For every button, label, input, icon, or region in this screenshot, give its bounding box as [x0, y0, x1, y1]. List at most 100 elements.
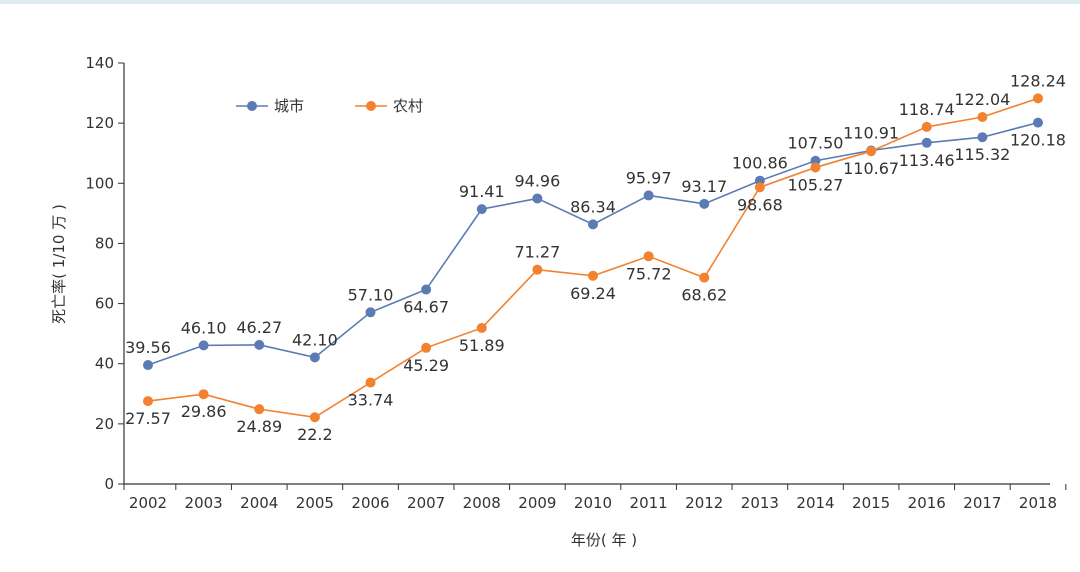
series-1-point	[699, 272, 710, 283]
legend-label-1: 农村	[393, 97, 423, 115]
x-tick-label: 2011	[630, 494, 668, 512]
series-1-point	[421, 342, 432, 353]
x-ticks: 2002 2003 2004 2005 2006 2007 2008 2009 2010 2011…	[123, 484, 1067, 512]
x-tick-label: 2016	[908, 494, 946, 512]
series-0-point	[921, 137, 932, 148]
data-label: 113.46	[899, 151, 955, 170]
y-tick-label: 60	[95, 295, 114, 313]
series-0-point	[476, 204, 487, 215]
data-label: 57.10	[348, 285, 394, 304]
data-label: 24.89	[236, 417, 282, 436]
data-label: 100.86	[732, 154, 788, 173]
data-label: 95.97	[626, 168, 672, 187]
data-labels: 39.56 46.10 46.27 42.10 57.10 64.67 91.41 94.96…	[125, 71, 1066, 444]
legend-marker-1	[366, 101, 376, 111]
series-0-point	[588, 219, 598, 230]
x-tick-label: 2013	[741, 494, 779, 512]
y-ticks: 0 20 40 60 80 100 120 140	[85, 54, 124, 493]
series-0-point	[309, 352, 320, 363]
data-label: 128.24	[1010, 71, 1066, 90]
data-label: 33.74	[348, 391, 394, 410]
x-tick-label: 2008	[463, 494, 501, 512]
y-axis-title: 死亡率( 1/10 万 )	[50, 204, 68, 324]
data-label: 42.10	[292, 330, 338, 349]
series-0-point	[532, 193, 543, 204]
data-label: 39.56	[125, 338, 171, 357]
y-tick-label: 80	[95, 234, 114, 252]
data-label: 22.2	[297, 425, 333, 444]
data-label: 51.89	[459, 336, 505, 355]
x-tick-label: 2018	[1019, 494, 1057, 512]
data-label: 27.57	[125, 409, 171, 428]
data-label: 105.27	[788, 175, 844, 194]
series-0-point	[198, 340, 209, 351]
data-label: 107.50	[788, 134, 844, 153]
x-axis-title: 年份( 年 )	[571, 531, 637, 549]
series-1-point	[198, 389, 209, 400]
data-label: 64.67	[403, 298, 449, 317]
series-1-point	[532, 264, 543, 275]
series-1-point	[866, 146, 877, 157]
x-tick-label: 2003	[185, 494, 223, 512]
series-0-point	[977, 132, 988, 143]
series-1-point	[143, 396, 153, 407]
series-1-point	[754, 182, 765, 193]
series-0-point	[254, 339, 265, 350]
data-label: 110.91	[843, 123, 899, 142]
x-tick-label: 2017	[963, 494, 1001, 512]
y-tick-label: 20	[95, 415, 114, 433]
x-tick-label: 2006	[351, 494, 389, 512]
data-label: 46.27	[236, 318, 282, 337]
series-1-point	[643, 251, 654, 262]
y-tick-label: 0	[104, 475, 114, 493]
data-label: 69.24	[570, 284, 616, 303]
series-1-point	[309, 412, 320, 423]
legend-marker-0	[247, 101, 257, 111]
y-tick-label: 40	[95, 355, 114, 373]
data-label: 91.41	[459, 182, 505, 201]
data-label: 115.32	[954, 145, 1010, 164]
series-0-point	[365, 307, 376, 318]
data-label: 118.74	[899, 100, 955, 119]
series-1-point	[365, 377, 376, 388]
x-tick-label: 2012	[685, 494, 723, 512]
series	[143, 93, 1043, 423]
top-border	[0, 0, 1080, 4]
data-label: 68.62	[681, 286, 727, 305]
data-label: 29.86	[181, 402, 227, 421]
series-1-point	[921, 121, 932, 132]
x-tick-label: 2014	[796, 494, 834, 512]
series-1-point	[588, 270, 598, 281]
data-label: 45.29	[403, 356, 449, 375]
x-tick-label: 2010	[574, 494, 612, 512]
data-label: 98.68	[737, 195, 783, 214]
x-tick-label: 2015	[852, 494, 890, 512]
series-1-point	[810, 162, 821, 173]
series-0-point	[143, 360, 153, 371]
y-tick-label: 100	[85, 174, 114, 192]
y-tick-label: 120	[85, 114, 114, 132]
data-label: 86.34	[570, 197, 616, 216]
data-label: 120.18	[1010, 131, 1066, 150]
legend-label-0: 城市	[274, 97, 304, 115]
x-tick-label: 2009	[518, 494, 556, 512]
data-label: 71.27	[514, 243, 560, 262]
series-1-point	[977, 112, 988, 123]
x-tick-label: 2004	[240, 494, 278, 512]
data-label: 93.17	[681, 177, 727, 196]
series-0-point	[643, 190, 654, 201]
data-label: 75.72	[626, 264, 672, 283]
data-label: 46.10	[181, 318, 227, 337]
data-label: 110.67	[843, 159, 899, 178]
series-1-point	[254, 404, 265, 415]
data-label: 94.96	[514, 171, 560, 190]
data-label: 122.04	[954, 90, 1010, 109]
axes	[123, 63, 1050, 485]
series-1-point	[476, 322, 487, 333]
series-0-point	[699, 198, 710, 209]
x-tick-label: 2007	[407, 494, 445, 512]
y-tick-label: 140	[85, 54, 114, 72]
series-0-point	[1033, 117, 1043, 128]
x-tick-label: 2005	[296, 494, 334, 512]
